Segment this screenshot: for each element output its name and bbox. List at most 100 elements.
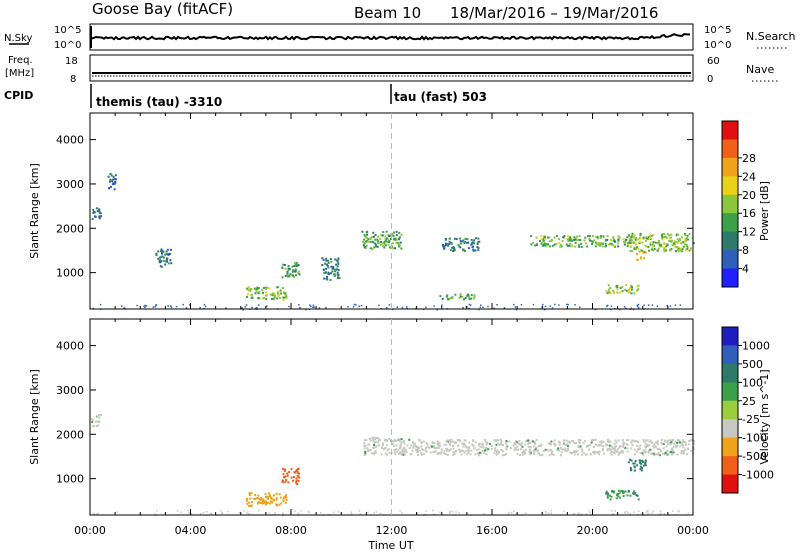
data-cell [657, 247, 660, 250]
data-cell [399, 447, 401, 450]
data-cell [495, 443, 498, 446]
ground-cell [630, 307, 633, 310]
data-cell [459, 237, 461, 240]
ground-cell [637, 303, 640, 306]
ground-cell [190, 513, 193, 515]
data-cell [569, 240, 572, 243]
data-cell [468, 441, 471, 444]
data-cell [251, 501, 253, 503]
data-cell [292, 274, 295, 277]
data-cell [268, 287, 271, 290]
data-cell [617, 245, 620, 248]
data-cell [250, 293, 253, 296]
data-cell [682, 241, 685, 244]
data-cell [462, 442, 464, 445]
data-cell [464, 444, 466, 446]
data-cell [280, 502, 283, 505]
data-cell [463, 298, 465, 301]
data-cell [93, 211, 96, 214]
data-cell [563, 235, 566, 237]
data-cell [397, 242, 400, 245]
data-cell [384, 243, 387, 246]
data-cell [394, 238, 397, 241]
data-cell [560, 245, 563, 248]
data-cell [666, 443, 669, 445]
data-cell [613, 442, 616, 445]
data-cell [448, 449, 450, 452]
data-cell [161, 250, 164, 252]
data-cell [616, 288, 619, 291]
data-cell [625, 284, 627, 287]
data-cell [670, 451, 673, 454]
data-cell [378, 438, 381, 441]
ground-cell [626, 512, 629, 514]
data-cell [685, 249, 688, 252]
data-cell [567, 239, 570, 242]
data-cell [334, 268, 336, 271]
ground-cell [225, 307, 227, 309]
data-cell [437, 440, 440, 443]
data-cell [599, 441, 602, 444]
data-cell [606, 448, 609, 451]
data-cell [401, 448, 404, 451]
nave-label: Nave [746, 63, 774, 76]
data-cell [404, 453, 407, 456]
data-cell [362, 244, 365, 247]
data-cell [627, 241, 630, 244]
ground-cell [182, 303, 184, 306]
data-cell [265, 500, 268, 503]
ground-cell [155, 304, 157, 306]
data-cell [644, 459, 647, 462]
data-cell [336, 265, 339, 268]
ground-cell [554, 303, 556, 306]
data-cell [113, 182, 116, 185]
data-cell [258, 297, 261, 300]
data-cell [266, 497, 269, 500]
data-cell [534, 442, 536, 445]
data-cell [547, 442, 550, 445]
data-cell [649, 448, 652, 451]
ground-cell [567, 303, 569, 306]
data-cell [445, 449, 448, 452]
data-cell [464, 250, 466, 252]
data-cell [285, 496, 288, 499]
ground-cell [558, 304, 560, 306]
data-cell [611, 451, 614, 454]
data-cell [374, 451, 377, 454]
data-cell [281, 276, 284, 279]
data-cell [599, 244, 602, 247]
ground-cell [300, 509, 302, 512]
data-cell [298, 476, 301, 479]
data-cell [336, 273, 339, 276]
colorbar-segment [722, 327, 738, 346]
data-cell [616, 286, 619, 289]
data-cell [362, 241, 365, 243]
data-cell [296, 483, 299, 485]
freq-label: Freq. [8, 55, 33, 66]
data-cell [619, 291, 622, 294]
data-cell [573, 453, 576, 456]
data-cell [373, 444, 375, 447]
data-cell [637, 247, 640, 250]
data-cell [653, 248, 656, 250]
data-cell [403, 452, 406, 455]
data-cell [294, 263, 297, 266]
data-cell [579, 445, 582, 448]
data-cell [661, 234, 663, 237]
data-cell [500, 440, 503, 443]
ground-cell [248, 513, 250, 515]
nsearch-tick-top: 10^5 [704, 25, 731, 36]
data-cell [518, 443, 521, 445]
data-cell [470, 238, 473, 241]
data-cell [668, 237, 671, 240]
data-cell [513, 441, 516, 444]
data-cell [461, 295, 464, 298]
data-cell [166, 260, 168, 263]
data-cell [612, 239, 615, 242]
ground-cell [578, 512, 580, 514]
data-cell [327, 261, 330, 264]
data-cell [259, 502, 262, 504]
data-cell [472, 249, 475, 252]
ground-cell [651, 512, 653, 514]
